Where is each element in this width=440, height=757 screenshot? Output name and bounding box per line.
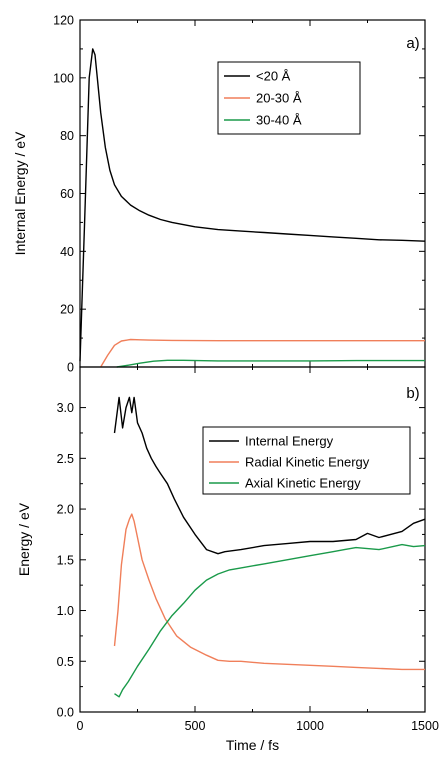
y-tick-label: 80 xyxy=(60,129,74,143)
y-axis-label: Internal Energy / eV xyxy=(12,131,28,255)
y-axis-label: Energy / eV xyxy=(16,502,32,576)
x-tick-label: 1500 xyxy=(411,719,439,733)
plot-frame xyxy=(79,366,426,713)
x-tick-label: 500 xyxy=(185,719,206,733)
legend-label: Radial Kinetic Energy xyxy=(245,455,370,470)
y-tick-label: 2.0 xyxy=(57,503,74,517)
y-tick-label: 60 xyxy=(60,187,74,201)
y-tick-label: 2.5 xyxy=(57,452,74,466)
y-tick-label: 0.5 xyxy=(57,655,74,669)
y-tick-label: 120 xyxy=(53,14,74,28)
y-tick-label: 1.0 xyxy=(57,604,74,618)
x-axis-label: Time / fs xyxy=(226,737,279,753)
panel-a: 0 20 40 60 80 100 120 Internal Energy / eV a) <20… xyxy=(12,14,426,375)
panel-label: b) xyxy=(406,385,419,402)
y-tick-label: 0 xyxy=(67,361,74,375)
y-tick-label: 3.0 xyxy=(57,401,74,415)
legend: <20 Å 20-30 Å 30-40 Å xyxy=(217,61,361,135)
legend: Internal Energy Radial Kinetic Energy Axia… xyxy=(202,426,411,495)
series-line xyxy=(79,48,426,362)
series-line xyxy=(114,543,426,698)
series-line xyxy=(100,338,425,368)
y-tick-label: 100 xyxy=(53,71,74,85)
legend-label: Axial Kinetic Energy xyxy=(245,476,361,491)
legend-label: <20 Å xyxy=(256,69,291,84)
y-tick-label: 0.0 xyxy=(57,706,74,720)
panel-b: 0.0 0.5 1.0 1.5 2.0 2.5 3.0 0 500 1000 1500 Energy … xyxy=(16,366,439,753)
legend-box xyxy=(202,426,411,495)
legend-label: Internal Energy xyxy=(245,434,334,449)
x-tick-label: 1000 xyxy=(296,719,324,733)
panel-label: a) xyxy=(406,35,419,52)
x-tick-label: 0 xyxy=(77,719,84,733)
legend-label: 20-30 Å xyxy=(256,91,302,106)
y-tick-label: 20 xyxy=(60,303,74,317)
series-line xyxy=(116,359,425,368)
series-line xyxy=(113,513,425,671)
y-tick-label: 1.5 xyxy=(57,553,74,567)
series-line xyxy=(113,396,426,555)
y-tick-label: 40 xyxy=(60,245,74,259)
legend-label: 30-40 Å xyxy=(256,113,302,128)
